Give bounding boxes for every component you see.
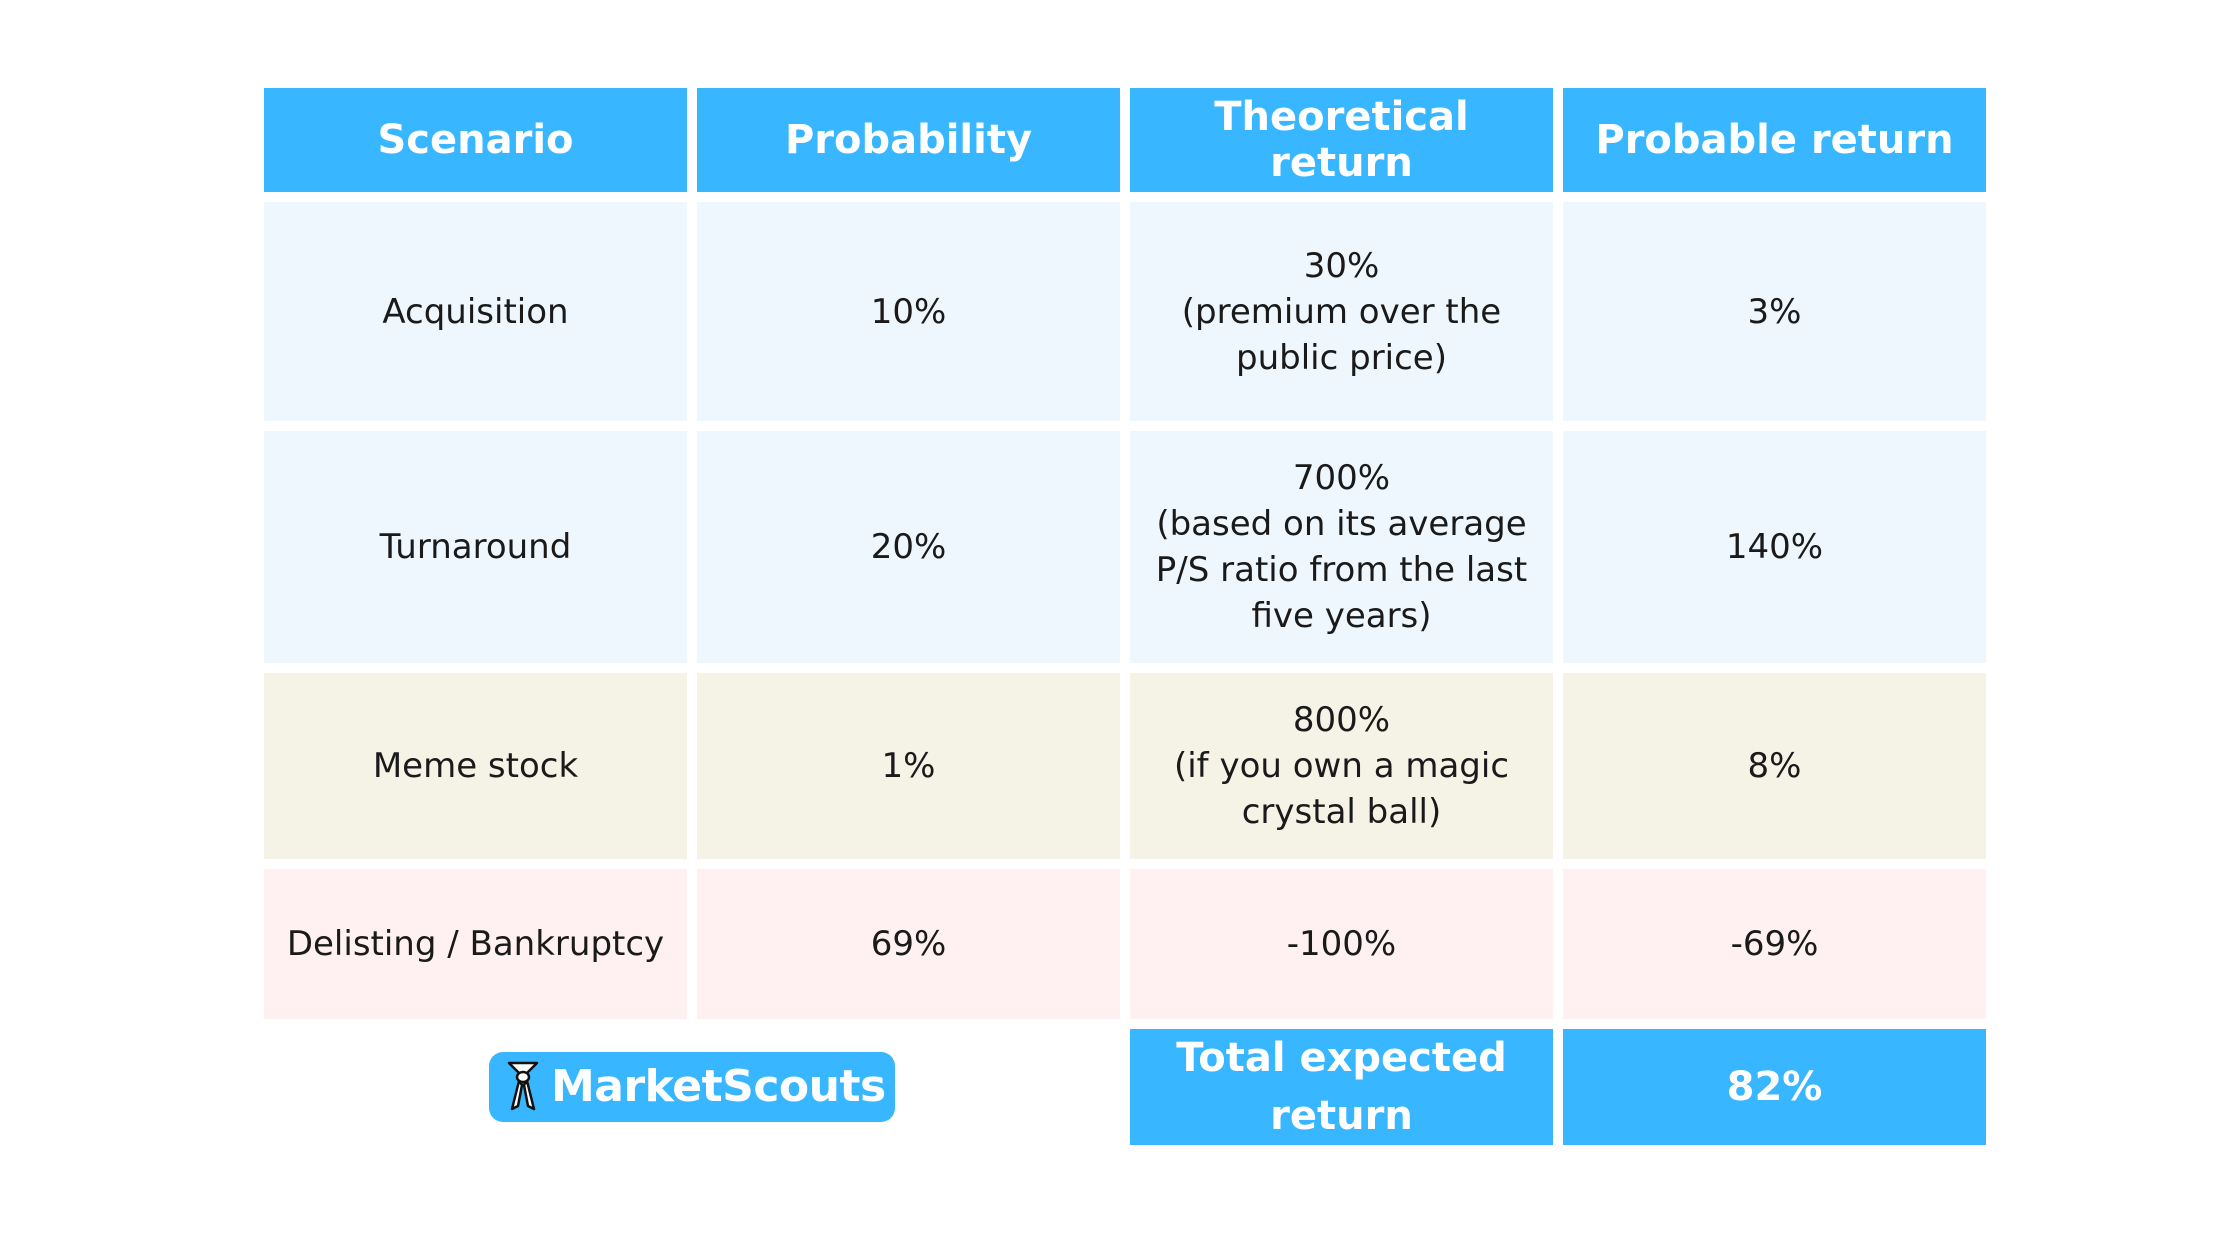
total-expected-return-label: Total expected return [1130, 1029, 1553, 1145]
scenario-cell: Turnaround [264, 431, 687, 663]
probable-return-cell: 3% [1563, 202, 1986, 421]
marketscouts-logo: MarketScouts [489, 1052, 895, 1122]
probability-cell: 69% [697, 869, 1120, 1019]
probable-return-cell: 8% [1563, 673, 1986, 859]
probability-cell: 1% [697, 673, 1120, 859]
header-scenario: Scenario [264, 88, 687, 192]
theoretical-return-cell: 700% (based on its average P/S ratio fro… [1130, 431, 1553, 663]
probable-return-cell: -69% [1563, 869, 1986, 1019]
header-probable-return: Probable return [1563, 88, 1986, 192]
scout-neckerchief-icon [507, 1061, 539, 1111]
scenario-table: Scenario Probability Theoretical return … [264, 88, 1990, 1145]
header-probability: Probability [697, 88, 1120, 192]
logo-area: MarketScouts [264, 1029, 1120, 1145]
theoretical-return-cell: 800% (if you own a magic crystal ball) [1130, 673, 1553, 859]
theoretical-return-cell: -100% [1130, 869, 1553, 1019]
header-theoretical-return: Theoretical return [1130, 88, 1553, 192]
scenario-cell: Delisting / Bankruptcy [264, 869, 687, 1019]
total-expected-return-value: 82% [1563, 1029, 1986, 1145]
probability-cell: 10% [697, 202, 1120, 421]
probability-cell: 20% [697, 431, 1120, 663]
theoretical-return-cell: 30% (premium over the public price) [1130, 202, 1553, 421]
probable-return-cell: 140% [1563, 431, 1986, 663]
logo-text: MarketScouts [551, 1061, 886, 1112]
scenario-cell: Meme stock [264, 673, 687, 859]
scenario-cell: Acquisition [264, 202, 687, 421]
